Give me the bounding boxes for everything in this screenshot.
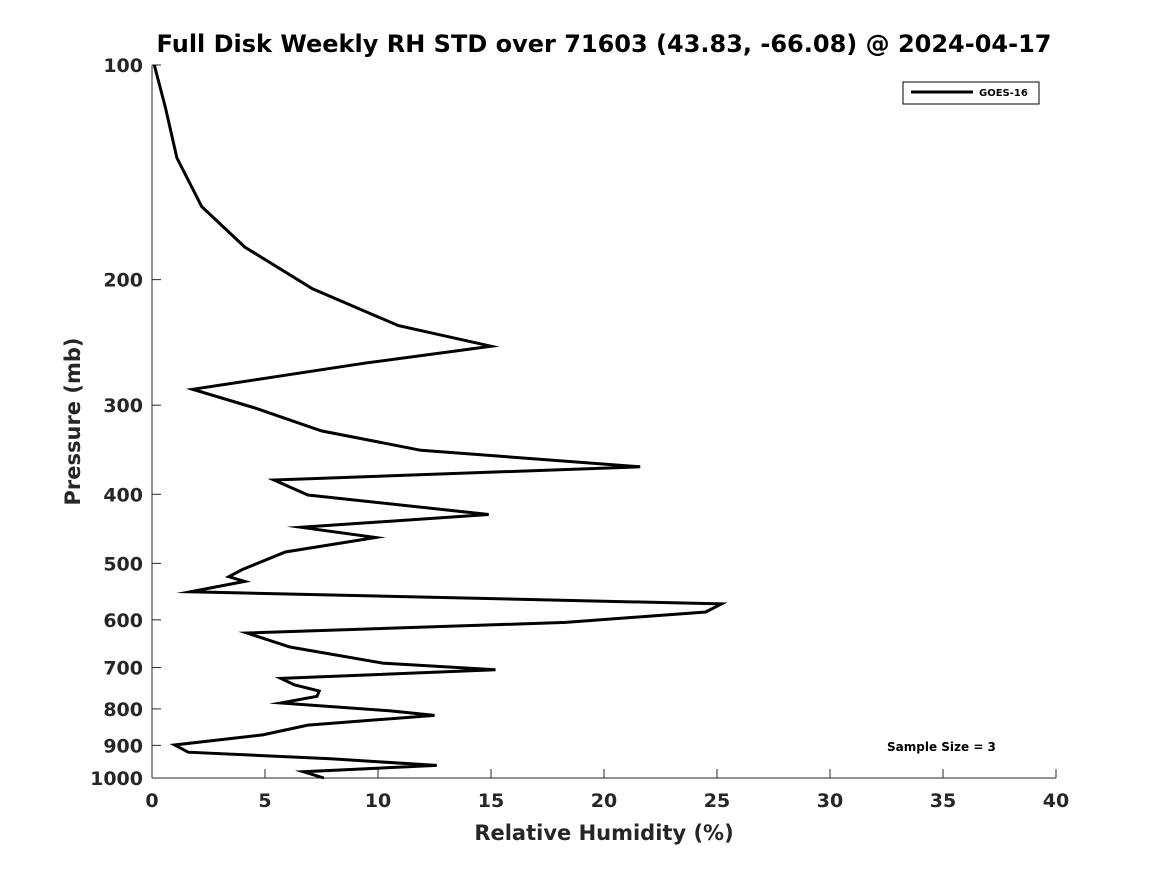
x-tick-label: 15 [478, 790, 504, 812]
chart-title: Full Disk Weekly RH STD over 71603 (43.8… [157, 30, 1052, 58]
x-tick-label: 20 [591, 790, 617, 812]
y-tick-label: 300 [103, 395, 143, 417]
x-tick-label: 5 [258, 790, 271, 812]
x-tick-label: 35 [930, 790, 956, 812]
y-tick-label: 200 [103, 270, 143, 292]
y-tick-label: 1000 [90, 768, 143, 790]
series-line-goes-16 [152, 64, 728, 780]
legend: GOES-16 [902, 81, 1040, 105]
y-tick-label: 500 [103, 553, 143, 575]
x-ticks: 0 5 10 15 20 25 30 35 40 [145, 769, 1069, 812]
y-tick-label: 400 [103, 484, 143, 506]
y-axis-label: Pressure (mb) [61, 338, 85, 506]
series-layer [152, 64, 728, 780]
plot-area [152, 65, 1056, 778]
y-tick-label: 600 [103, 610, 143, 632]
y-tick-label: 800 [103, 699, 143, 721]
y-tick-label: 100 [103, 55, 143, 77]
x-tick-label: 30 [817, 790, 843, 812]
x-tick-label: 10 [365, 790, 391, 812]
x-tick-label: 25 [704, 790, 730, 812]
y-tick-label: 700 [103, 658, 143, 680]
sample-size-annotation: Sample Size = 3 [887, 740, 996, 754]
x-axis-label: Relative Humidity (%) [474, 821, 733, 845]
y-ticks: 100 200 300 400 500 600 700 800 900 1000 [90, 55, 161, 790]
x-tick-label: 0 [145, 790, 158, 812]
y-tick-label: 900 [103, 735, 143, 757]
x-tick-label: 40 [1043, 790, 1069, 812]
legend-label: GOES-16 [979, 88, 1028, 99]
